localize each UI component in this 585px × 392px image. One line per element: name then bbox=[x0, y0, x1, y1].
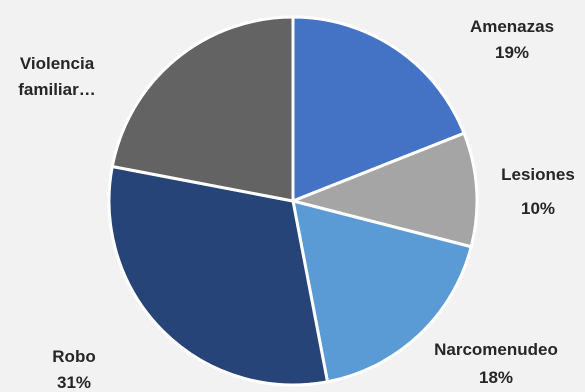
label-violencia-name: Violencia familiar… bbox=[18, 54, 95, 99]
label-amenazas-value: 19% bbox=[495, 43, 529, 62]
pie-slice-violencia bbox=[110, 15, 295, 203]
label-lesiones-value: 10% bbox=[521, 199, 555, 218]
pie-slice-amenazas bbox=[291, 15, 466, 203]
label-lesiones-name: Lesiones bbox=[501, 165, 575, 184]
label-narcomenudeo-name: Narcomenudeo bbox=[434, 340, 558, 359]
label-amenazas-name: Amenazas bbox=[470, 17, 554, 36]
label-robo-value: 31% bbox=[57, 373, 91, 392]
label-narcomenudeo-value: 18% bbox=[479, 368, 513, 387]
label-robo-name: Robo bbox=[52, 347, 95, 366]
pie-slice-robo bbox=[107, 165, 329, 387]
pie-slice-narcomenudeo bbox=[291, 199, 473, 384]
pie-slices bbox=[107, 15, 479, 387]
pie-slice-lesiones bbox=[291, 131, 479, 249]
